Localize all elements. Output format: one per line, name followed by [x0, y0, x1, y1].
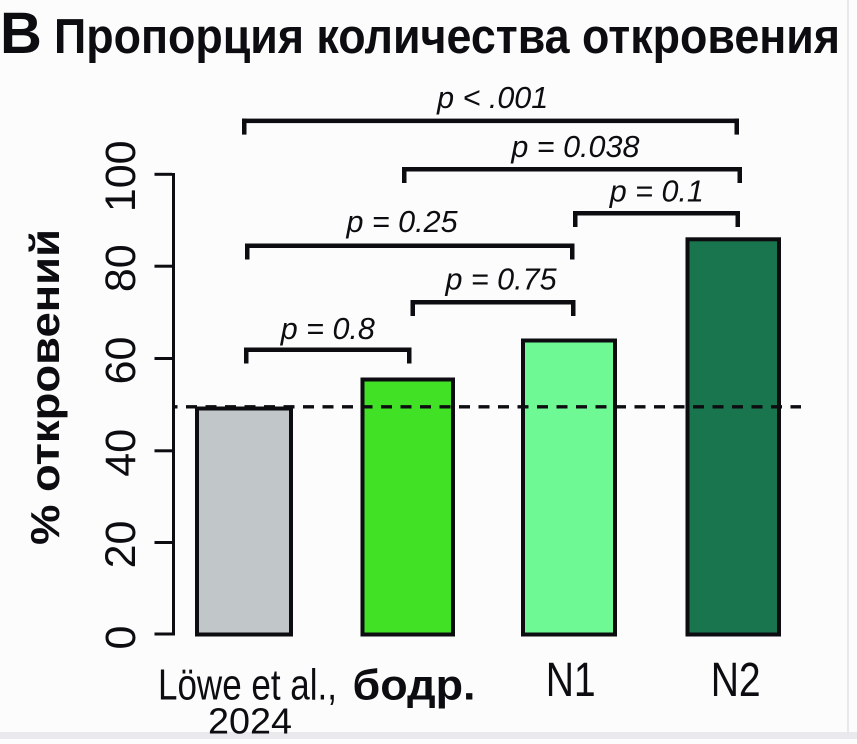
- svg-text:бодр.: бодр.: [353, 662, 476, 710]
- svg-text:0: 0: [97, 626, 145, 650]
- svg-text:40: 40: [97, 429, 145, 477]
- svg-text:Löwe et al.,: Löwe et al.,: [158, 660, 337, 709]
- svg-text:p = 0.1: p = 0.1: [609, 175, 704, 209]
- svg-text:60: 60: [97, 337, 145, 385]
- svg-text:20: 20: [97, 521, 145, 569]
- svg-text:p = 0.8: p = 0.8: [280, 312, 375, 346]
- svg-text:100: 100: [97, 140, 145, 212]
- svg-text:% откровений: % откровений: [22, 229, 68, 545]
- svg-text:N1: N1: [546, 654, 596, 707]
- svg-text:2024: 2024: [208, 701, 292, 740]
- svg-text:N2: N2: [711, 654, 761, 707]
- svg-text:p = 0.038: p = 0.038: [510, 130, 639, 164]
- svg-text:Пропорция количества откровени: Пропорция количества откровения: [54, 10, 840, 64]
- svg-text:80: 80: [97, 244, 145, 292]
- svg-text:p < .001: p < .001: [436, 81, 548, 115]
- svg-text:В: В: [0, 1, 42, 66]
- svg-text:p = 0.25: p = 0.25: [345, 205, 458, 239]
- svg-text:p = 0.75: p = 0.75: [444, 262, 557, 296]
